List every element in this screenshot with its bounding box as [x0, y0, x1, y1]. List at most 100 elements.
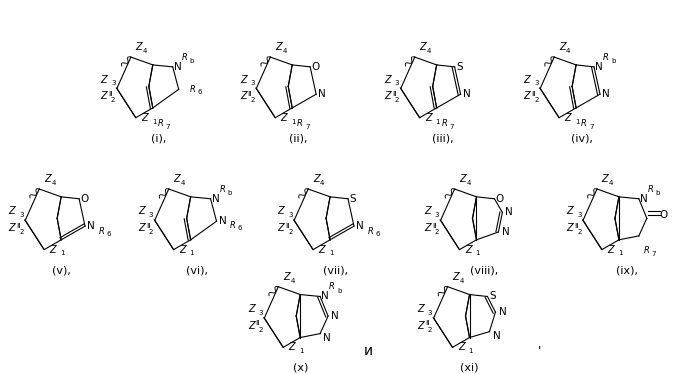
Text: R: R [603, 53, 609, 62]
Text: 3: 3 [259, 310, 263, 316]
Text: Z: Z [280, 113, 287, 123]
Text: 2: 2 [534, 97, 539, 103]
Text: (i),: (i), [151, 133, 166, 143]
Text: Z: Z [384, 91, 391, 101]
Text: S: S [350, 194, 356, 204]
Text: R: R [329, 282, 335, 291]
Text: N: N [212, 194, 219, 204]
Text: 3: 3 [395, 80, 399, 86]
Text: ıı: ıı [575, 221, 579, 230]
Text: (vii),: (vii), [324, 265, 349, 275]
Text: Z: Z [141, 113, 147, 123]
Text: b: b [656, 190, 660, 196]
Text: N: N [595, 62, 603, 72]
Text: (xi): (xi) [460, 363, 479, 373]
Text: (viii),: (viii), [470, 265, 498, 275]
Text: (iii),: (iii), [432, 133, 454, 143]
Text: Z: Z [275, 42, 282, 52]
Text: 4: 4 [609, 180, 613, 186]
Text: 6: 6 [376, 231, 380, 237]
Text: 1: 1 [291, 119, 296, 125]
Text: R: R [581, 119, 587, 128]
Text: и: и [363, 344, 373, 358]
Text: R: R [368, 227, 374, 236]
Text: 7: 7 [305, 125, 310, 131]
Text: Z: Z [101, 91, 107, 101]
Text: Z: Z [138, 206, 145, 217]
Text: 3: 3 [288, 212, 293, 218]
Text: Z: Z [566, 223, 573, 233]
Text: 4: 4 [426, 48, 431, 54]
Text: b: b [189, 58, 194, 64]
Text: R: R [189, 85, 196, 94]
Text: 4: 4 [320, 180, 324, 186]
Text: O: O [311, 62, 319, 72]
Text: Z: Z [8, 206, 15, 217]
Text: b: b [227, 190, 232, 196]
Text: b: b [611, 58, 615, 64]
Text: Z: Z [524, 91, 531, 101]
Text: (iv),: (iv), [571, 133, 593, 143]
Text: ıı: ıı [17, 221, 21, 230]
Text: N: N [87, 221, 95, 231]
Text: (ix),: (ix), [616, 265, 638, 275]
Text: 1: 1 [329, 251, 333, 257]
Text: Z: Z [138, 223, 145, 233]
Text: Z: Z [240, 91, 247, 101]
Text: Z: Z [607, 245, 614, 255]
Text: ıı: ıı [256, 318, 260, 327]
Text: 3: 3 [20, 212, 24, 218]
Text: 4: 4 [51, 180, 55, 186]
Text: N: N [501, 227, 510, 237]
Text: Z: Z [452, 272, 459, 282]
Text: 1: 1 [618, 251, 622, 257]
Text: ıı: ıı [247, 89, 252, 98]
Text: Z: Z [417, 321, 424, 331]
Text: 3: 3 [111, 80, 115, 86]
Text: Z: Z [278, 223, 284, 233]
Text: (x): (x) [292, 363, 308, 373]
Text: 3: 3 [534, 80, 539, 86]
Text: 4: 4 [459, 278, 464, 284]
Text: 2: 2 [577, 229, 582, 235]
Text: 3: 3 [428, 310, 432, 316]
Text: S: S [489, 291, 496, 301]
Text: O: O [496, 194, 503, 204]
Text: 4: 4 [466, 180, 471, 186]
Text: ıı: ıı [108, 89, 113, 98]
Text: Z: Z [425, 113, 432, 123]
Text: Z: Z [417, 304, 424, 314]
Text: b: b [337, 288, 341, 294]
Text: 6: 6 [198, 89, 202, 95]
Text: N: N [318, 89, 326, 99]
Text: 2: 2 [288, 229, 293, 235]
Text: Z: Z [136, 42, 142, 52]
Text: 2: 2 [20, 229, 24, 235]
Text: 4: 4 [566, 48, 570, 54]
Text: ıı: ıı [425, 318, 430, 327]
Text: Z: Z [247, 321, 254, 331]
Text: Z: Z [8, 223, 15, 233]
Text: ıı: ıı [285, 221, 290, 230]
Text: N: N [323, 332, 331, 343]
Text: 1: 1 [189, 251, 194, 257]
Text: 4: 4 [143, 48, 147, 54]
Text: R: R [644, 246, 650, 255]
Text: 7: 7 [651, 251, 656, 257]
Text: Z: Z [278, 206, 284, 217]
Text: 1: 1 [299, 348, 303, 354]
Text: R: R [442, 119, 447, 128]
Text: Z: Z [524, 74, 531, 85]
Text: 6: 6 [107, 231, 111, 237]
Text: N: N [640, 194, 648, 204]
Text: 1: 1 [152, 119, 157, 125]
Text: N: N [322, 291, 329, 301]
Text: R: R [158, 119, 164, 128]
Text: R: R [99, 227, 105, 236]
Text: N: N [219, 216, 226, 226]
Text: N: N [602, 89, 610, 99]
Text: Z: Z [565, 113, 571, 123]
Text: 1: 1 [468, 348, 473, 354]
Text: ': ' [538, 345, 541, 358]
Text: Z: Z [289, 342, 295, 352]
